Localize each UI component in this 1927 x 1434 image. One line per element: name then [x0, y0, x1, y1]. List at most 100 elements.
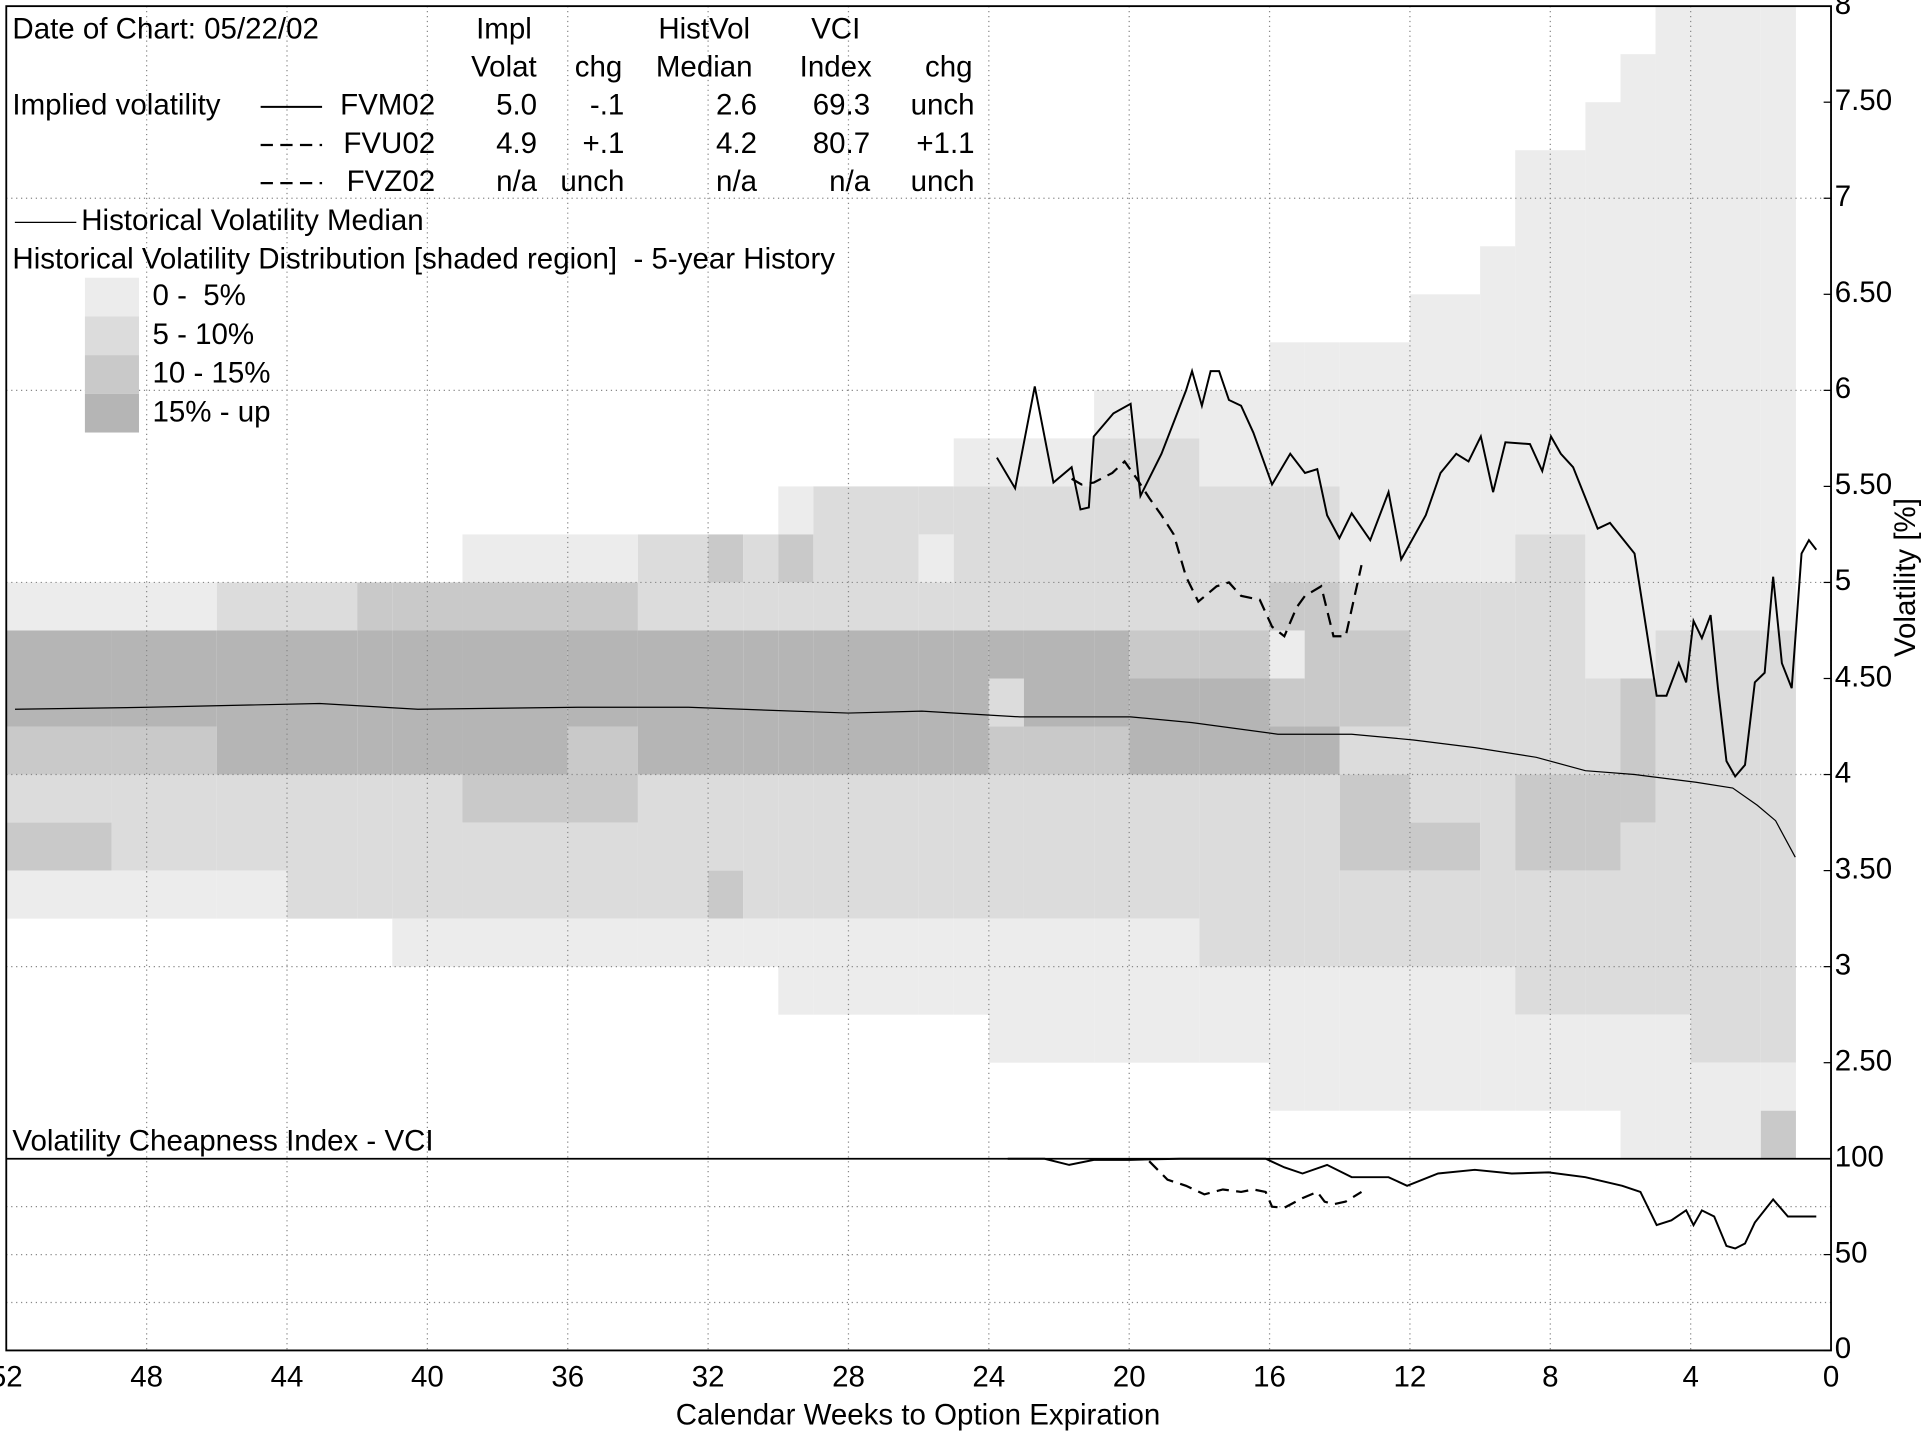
column-header: Volat [471, 51, 537, 84]
column-header: Median [656, 51, 753, 84]
distribution-cell [1409, 822, 1481, 871]
distribution-cell [462, 630, 568, 775]
y-tick-label: 5.50 [1835, 468, 1892, 501]
table-value: 69.3 [813, 89, 870, 122]
distribution-cell [111, 630, 217, 727]
x-tick-label: 48 [130, 1361, 163, 1394]
contract: FVU02 [343, 127, 435, 160]
distribution-cell [1129, 918, 1200, 1063]
x-axis-label: Calendar Weeks to Option Expiration [676, 1399, 1161, 1432]
table-value: -.1 [590, 89, 624, 122]
x-tick-label: 20 [1113, 1361, 1146, 1394]
distribution-cell [637, 774, 709, 919]
series-line [996, 367, 1818, 779]
x-tick-label: 28 [832, 1361, 865, 1394]
series-line [1071, 459, 1363, 639]
distribution-cell [1409, 966, 1481, 1111]
x-tick-label: 16 [1253, 1361, 1286, 1394]
x-tick-label: 12 [1394, 1361, 1427, 1394]
legend-label: Historical Volatility Median [81, 204, 423, 237]
distribution-cell [1655, 1014, 1691, 1159]
y-tick-label: 3.50 [1835, 852, 1892, 885]
distribution-cell [6, 726, 112, 775]
distribution-cell [1023, 630, 1095, 727]
distribution-cell [111, 582, 217, 631]
distribution-cell [637, 534, 709, 631]
distribution-cell [567, 582, 638, 631]
distribution-cell [1129, 774, 1200, 919]
distribution-cell [216, 630, 288, 775]
y-tick-label: 5 [1835, 564, 1851, 597]
distribution-cell [1269, 966, 1305, 1111]
legend-label: 15% - up [152, 395, 270, 428]
distribution-cell [462, 534, 568, 583]
distribution-cell [1409, 870, 1481, 967]
distribution-cell [988, 630, 1024, 679]
distribution-cell [988, 774, 1024, 919]
y-tick-label: 4.50 [1835, 660, 1892, 693]
x-tick-label: 36 [551, 1361, 584, 1394]
distribution-title: Historical Volatility Distribution [shad… [12, 242, 835, 275]
distribution-cell [1690, 630, 1761, 1063]
distribution-cell [1304, 582, 1340, 727]
table-value: 2.6 [716, 89, 757, 122]
distribution-cell [813, 918, 919, 1015]
series-line [14, 702, 1796, 858]
distribution-cell [1129, 390, 1200, 439]
distribution-cell [1585, 774, 1621, 871]
distribution-cell [743, 774, 779, 919]
distribution-cell [1269, 630, 1305, 679]
distribution-cell [111, 726, 217, 775]
distribution-cell [953, 486, 989, 631]
distribution-cell [1199, 966, 1270, 1063]
distribution-cell [462, 822, 568, 919]
distribution-cell [637, 630, 709, 775]
distribution-cell [567, 630, 638, 727]
distribution-cell [988, 726, 1024, 775]
table-value: 80.7 [813, 127, 870, 160]
distribution-cell [918, 630, 954, 775]
distribution-cell [1269, 678, 1305, 727]
distribution-cell [953, 774, 989, 919]
distribution-cell [1620, 822, 1656, 1015]
distribution-cell [6, 870, 112, 919]
distribution-cell [6, 630, 112, 727]
distribution-cell [567, 822, 638, 919]
column-header: HistVol [658, 13, 750, 46]
table-value: +1.1 [916, 127, 974, 160]
column-header: Impl [476, 13, 532, 46]
distribution-cell [1304, 774, 1340, 967]
x-tick-label: 24 [972, 1361, 1005, 1394]
distribution-cell [918, 486, 954, 535]
y-axis-label: Volatility [%] [1889, 498, 1922, 657]
distribution-cell [567, 918, 638, 967]
table-value: unch [911, 89, 975, 122]
table-value: 5.0 [496, 89, 537, 122]
distribution-cell [1304, 966, 1340, 1111]
distribution-cell [1023, 438, 1095, 487]
distribution-cell [216, 774, 288, 871]
distribution-cell [567, 726, 638, 823]
distribution-cell [1620, 1014, 1656, 1159]
y-tick-label: 6 [1835, 372, 1851, 405]
distribution-cell [462, 918, 568, 967]
distribution-cell [953, 438, 989, 487]
y-tick-label: 100 [1835, 1141, 1884, 1174]
x-tick-label: 44 [271, 1361, 304, 1394]
distribution-cell [918, 582, 954, 631]
distribution-cell [1480, 966, 1516, 1111]
distribution-cell [813, 630, 919, 775]
table-value: unch [560, 165, 624, 198]
legend-swatch [84, 316, 139, 356]
distribution-cell [1339, 774, 1410, 871]
distribution-cell [216, 870, 288, 919]
distribution-cell [1023, 918, 1095, 1063]
distribution-cell [1620, 678, 1656, 823]
distribution-cell [287, 582, 358, 631]
distribution-cell [1339, 582, 1410, 631]
table-value: n/a [716, 165, 758, 198]
chart-date: Date of Chart: 05/22/02 [12, 13, 319, 46]
table-value: n/a [829, 165, 871, 198]
y-tick-label: 0 [1835, 1332, 1851, 1365]
